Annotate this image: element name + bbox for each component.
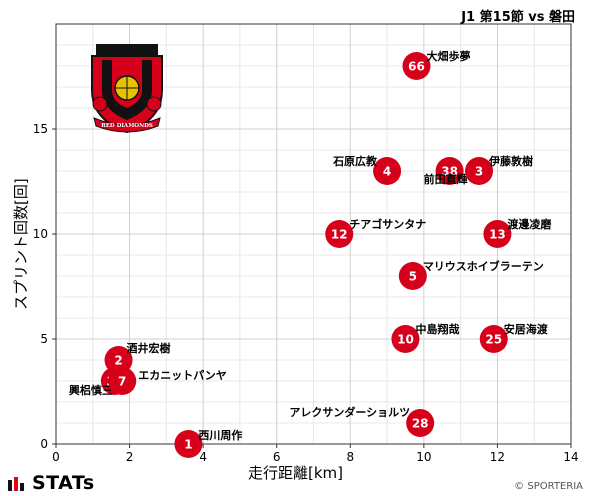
point-marker <box>373 157 402 185</box>
x-tick-label: 14 <box>563 450 578 464</box>
point-number: 25 <box>485 333 502 347</box>
point-label: 大畑歩夢 <box>427 49 471 63</box>
crest-flower-right <box>146 96 162 112</box>
player-point: 5 マリウスホイブラーテン <box>398 259 544 290</box>
point-label: 前田直輝 <box>424 172 468 186</box>
chart-title: J1 第15節 vs 磐田 <box>461 10 575 25</box>
player-point: 4 石原広教 <box>332 154 402 185</box>
point-marker <box>174 430 203 458</box>
point-label: 興梠慎三 <box>69 383 113 397</box>
y-tick-label: 10 <box>33 227 48 241</box>
point-marker <box>483 220 512 248</box>
player-point: 7 エカニットパンヤ <box>108 367 227 395</box>
player-point: 1 西川周作 <box>174 428 242 458</box>
point-number: 28 <box>412 417 429 431</box>
y-axis-label: スプリント回数[回] <box>12 178 30 310</box>
x-axis-label: 走行距離[km] <box>247 464 343 482</box>
point-marker <box>465 157 494 185</box>
crest-flower-left <box>92 96 108 112</box>
point-marker <box>325 220 354 248</box>
point-number: 38 <box>441 165 458 179</box>
point-marker <box>398 262 427 290</box>
crest-ribbon <box>93 117 161 133</box>
point-number: 13 <box>489 228 506 242</box>
point-number: 5 <box>409 270 417 284</box>
point-label: アレクサンダーショルツ <box>289 405 410 419</box>
point-number: 1 <box>184 438 192 452</box>
point-label: 中島翔哉 <box>415 322 459 336</box>
player-point: 2 酒井宏樹 <box>104 341 171 374</box>
point-number: 4 <box>383 165 391 179</box>
brand-logo: STATs <box>8 472 95 494</box>
grid-lines <box>55 24 572 445</box>
y-tick-label: 0 <box>40 437 48 451</box>
point-label: マリウスホイブラーテン <box>423 259 544 273</box>
point-label: 酒井宏樹 <box>127 341 171 355</box>
x-tick-label: 2 <box>126 450 134 464</box>
point-number: 66 <box>408 60 425 74</box>
x-tick-label: 12 <box>490 450 505 464</box>
data-points: 66大畑歩夢4石原広教38前田直輝3伊藤敦樹12チアゴサンタナ13渡邊凌磨5マリ… <box>69 49 552 458</box>
point-marker <box>406 409 435 437</box>
player-point: 3 伊藤敦樹 <box>465 154 533 185</box>
point-marker <box>108 367 137 395</box>
point-label: エカニットパンヤ <box>138 369 227 382</box>
point-marker <box>435 157 464 185</box>
point-number: 10 <box>397 333 414 347</box>
x-tick-label: 10 <box>416 450 431 464</box>
point-marker <box>391 325 420 353</box>
x-tick-label: 0 <box>52 450 60 464</box>
crest-shield: RED DIAMONDS <box>91 44 163 134</box>
credit-text: © SPORTERIA <box>514 481 583 492</box>
point-label: 西川周作 <box>198 428 242 442</box>
bars-icon <box>8 477 24 491</box>
point-number: 3 <box>475 165 483 179</box>
point-label: 安居海渡 <box>504 322 549 336</box>
crest-ball-lines <box>115 76 139 100</box>
point-label: チアゴサンタナ <box>349 217 426 231</box>
club-crest: RED DIAMONDS <box>91 44 163 134</box>
point-number: 2 <box>114 354 122 368</box>
point-marker <box>402 52 431 80</box>
y-tick-label: 5 <box>40 332 48 346</box>
y-tick-label: 15 <box>33 122 48 136</box>
x-tick-label: 8 <box>346 450 354 464</box>
brand-name: STATs <box>32 472 95 494</box>
point-label: 渡邊凌磨 <box>507 217 552 231</box>
point-marker <box>479 325 508 353</box>
x-tick-label: 6 <box>273 450 281 464</box>
x-tick-label: 4 <box>199 450 207 464</box>
point-label: 伊藤敦樹 <box>488 154 533 168</box>
crest-text: RED DIAMONDS <box>101 123 153 129</box>
crest-top-band <box>96 44 158 56</box>
point-number: 12 <box>331 228 348 242</box>
point-number: 7 <box>118 375 126 389</box>
point-label: 石原広教 <box>332 154 378 168</box>
point-marker <box>104 346 133 374</box>
